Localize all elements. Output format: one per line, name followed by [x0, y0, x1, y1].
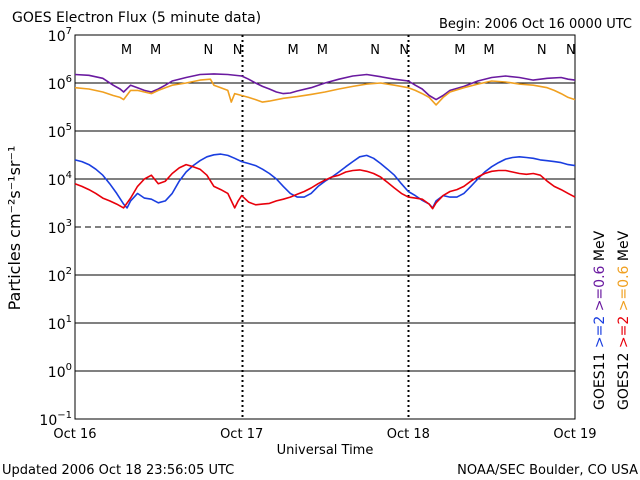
- x-tick-labels: Oct 16 Oct 17 Oct 18 Oct 19: [53, 427, 596, 442]
- series-line-2: [74, 153, 576, 209]
- local-time-marker: M: [150, 43, 161, 58]
- legend-entry-goes12: GOES12 >=2 >=0.6 MeV: [616, 230, 632, 410]
- local-time-marker: M: [317, 43, 328, 58]
- y-tick-label: 105: [48, 122, 72, 141]
- y-tick-label: 102: [48, 266, 72, 285]
- local-time-marker: M: [454, 43, 465, 58]
- y-tick-label: 103: [48, 218, 72, 237]
- y-axis-label: Particles cm⁻²s⁻¹sr⁻¹: [5, 146, 24, 311]
- local-time-marker: N: [233, 43, 243, 58]
- x-tick-label: Oct 17: [220, 427, 263, 442]
- grid-layer: [75, 82, 575, 372]
- local-time-marker: N: [399, 43, 409, 58]
- local-time-marker: M: [483, 43, 494, 58]
- local-time-marker: N: [566, 43, 576, 58]
- series-line-3: [74, 163, 576, 210]
- x-axis-label: Universal Time: [277, 443, 374, 458]
- local-time-marker: N: [537, 43, 547, 58]
- series-line-1: [74, 78, 576, 106]
- y-tick-label: 10−1: [39, 410, 72, 429]
- y-tick-label: 107: [48, 26, 72, 45]
- y-tick-label: 104: [48, 170, 72, 189]
- day-separators: [241, 35, 410, 419]
- chart-title: GOES Electron Flux (5 minute data): [12, 10, 261, 26]
- legend-entry-goes11: GOES11 >=2 >=0.6 MeV: [592, 230, 608, 410]
- local-time-marker: N: [204, 43, 214, 58]
- x-tick-label: Oct 18: [387, 427, 430, 442]
- y-tick-label: 106: [48, 74, 72, 93]
- credit-label: NOAA/SEC Boulder, CO USA: [457, 463, 638, 478]
- y-tick-label: 101: [48, 314, 72, 333]
- x-tick-label: Oct 16: [53, 427, 96, 442]
- local-time-marker: N: [370, 43, 380, 58]
- series-layer: [74, 73, 576, 210]
- x-tick-label: Oct 19: [553, 427, 596, 442]
- series-line-0: [74, 73, 576, 101]
- local-time-marker: M: [121, 43, 132, 58]
- y-tick-labels: 10−1 100 101 102 103 104 105 106 107: [39, 26, 72, 429]
- begin-label: Begin: 2006 Oct 16 0000 UTC: [439, 17, 632, 32]
- legend: GOES11 >=2 >=0.6 MeV GOES12 >=2 >=0.6 MeV: [592, 230, 632, 410]
- y-tick-label: 100: [48, 362, 72, 381]
- updated-label: Updated 2006 Oct 18 23:56:05 UTC: [2, 463, 234, 478]
- local-time-marker: M: [288, 43, 299, 58]
